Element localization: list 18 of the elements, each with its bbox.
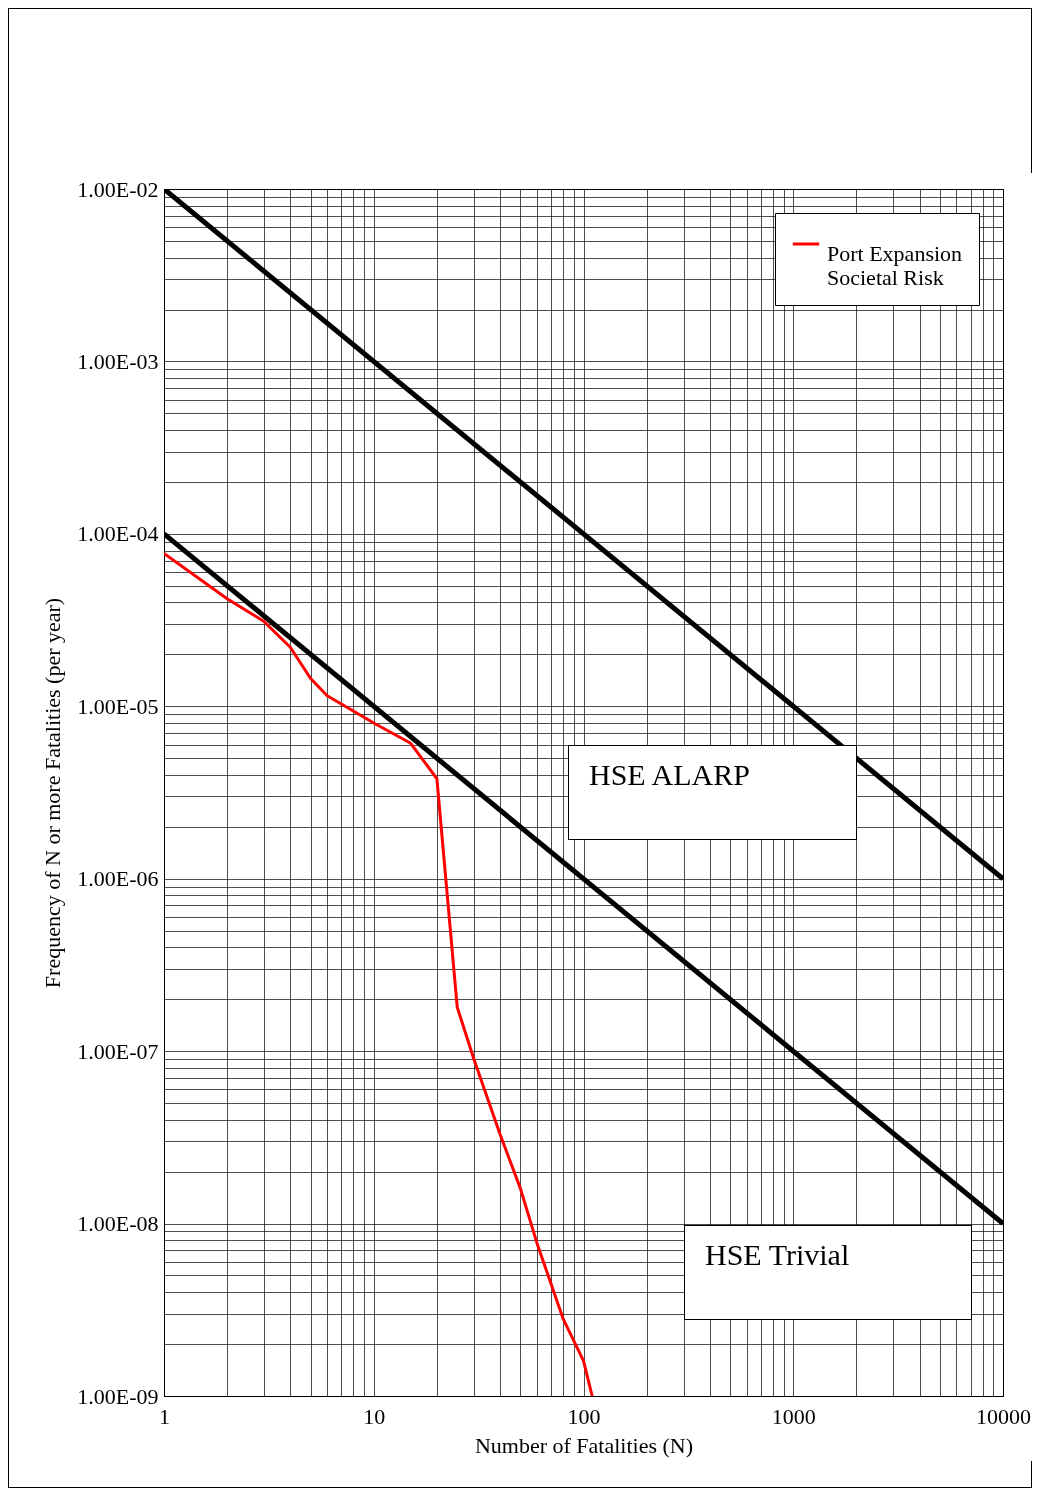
x-tick-label: 1000 xyxy=(771,1403,816,1429)
y-tick-label: 1.00E-04 xyxy=(77,521,159,547)
y-axis-title: Frequency of N or more Fatalities (per year) xyxy=(40,597,66,989)
x-tick-label: 10 xyxy=(363,1403,386,1429)
y-tick-label: 1.00E-05 xyxy=(77,693,159,719)
x-tick-label: 1 xyxy=(159,1403,170,1429)
text-box: HSE Trivial xyxy=(684,1225,972,1320)
y-tick-label: 1.00E-09 xyxy=(77,1383,159,1409)
text-box: HSE ALARP xyxy=(568,745,857,840)
y-tick-label: 1.00E-02 xyxy=(77,176,159,202)
x-axis-title: Number of Fatalities (N) xyxy=(474,1432,694,1458)
x-tick-label: 100 xyxy=(567,1403,601,1429)
legend-label: Port Expansion Societal Risk xyxy=(827,241,963,290)
y-tick-label: 1.00E-07 xyxy=(77,1038,159,1064)
y-tick-label: 1.00E-03 xyxy=(77,348,159,374)
x-tick-label: 10000 xyxy=(976,1403,1031,1429)
y-tick-label: 1.00E-08 xyxy=(77,1211,159,1237)
y-tick-label: 1.00E-06 xyxy=(77,866,159,892)
